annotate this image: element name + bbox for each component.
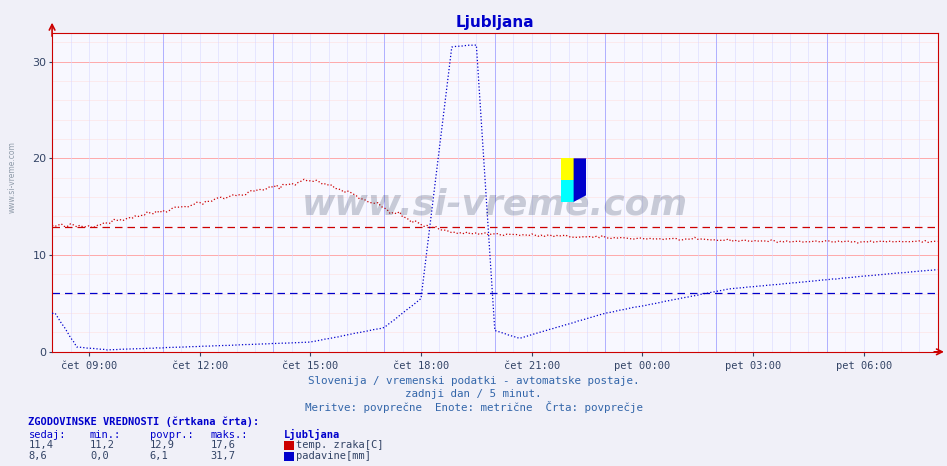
Text: padavine[mm]: padavine[mm] bbox=[296, 451, 371, 461]
Title: Ljubljana: Ljubljana bbox=[456, 15, 534, 30]
Text: Ljubljana: Ljubljana bbox=[284, 429, 340, 440]
Text: min.:: min.: bbox=[90, 430, 121, 440]
Text: 11,4: 11,4 bbox=[28, 440, 53, 450]
Polygon shape bbox=[574, 158, 586, 202]
Text: 17,6: 17,6 bbox=[210, 440, 235, 450]
Text: maks.:: maks.: bbox=[210, 430, 248, 440]
Bar bbox=[562, 180, 574, 202]
Text: ZGODOVINSKE VREDNOSTI (črtkana črta):: ZGODOVINSKE VREDNOSTI (črtkana črta): bbox=[28, 417, 259, 427]
Bar bbox=[562, 158, 574, 180]
Text: povpr.:: povpr.: bbox=[150, 430, 193, 440]
Text: 11,2: 11,2 bbox=[90, 440, 115, 450]
Text: 8,6: 8,6 bbox=[28, 451, 47, 461]
Text: 12,9: 12,9 bbox=[150, 440, 174, 450]
Text: Meritve: povprečne  Enote: metrične  Črta: povprečje: Meritve: povprečne Enote: metrične Črta:… bbox=[305, 401, 642, 413]
Text: www.si-vreme.com: www.si-vreme.com bbox=[302, 188, 688, 222]
Text: 6,1: 6,1 bbox=[150, 451, 169, 461]
Text: sedaj:: sedaj: bbox=[28, 430, 66, 440]
Text: 31,7: 31,7 bbox=[210, 451, 235, 461]
Text: temp. zraka[C]: temp. zraka[C] bbox=[296, 440, 384, 450]
Text: Slovenija / vremenski podatki - avtomatske postaje.: Slovenija / vremenski podatki - avtomats… bbox=[308, 377, 639, 386]
Text: 0,0: 0,0 bbox=[90, 451, 109, 461]
Text: www.si-vreme.com: www.si-vreme.com bbox=[8, 141, 17, 213]
Text: zadnji dan / 5 minut.: zadnji dan / 5 minut. bbox=[405, 389, 542, 399]
